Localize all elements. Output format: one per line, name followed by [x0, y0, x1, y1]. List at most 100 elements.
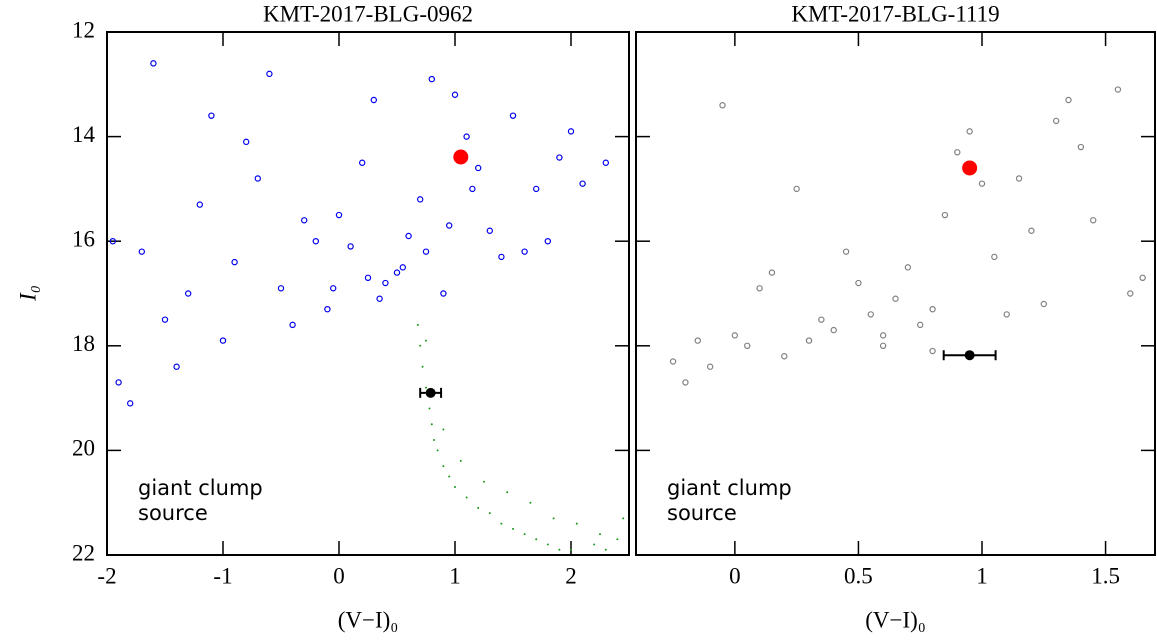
- star-point: [184, 290, 192, 297]
- star-point: [301, 217, 308, 224]
- y-tick-label: 16: [72, 226, 95, 251]
- star-dot: [512, 527, 514, 530]
- legend-entry: giant clump: [667, 476, 792, 500]
- star-dot: [604, 548, 607, 551]
- star-point: [768, 269, 776, 276]
- star-dot: [448, 475, 451, 478]
- star-point: [941, 211, 949, 219]
- star-point: [544, 237, 552, 245]
- star-point: [1127, 290, 1134, 297]
- star-dot: [428, 407, 431, 410]
- star-dot: [546, 543, 549, 546]
- x-tick-label: 0: [729, 563, 741, 588]
- star-point: [892, 295, 899, 302]
- star-point: [393, 269, 401, 276]
- star-dot: [459, 459, 462, 462]
- star-point: [1139, 274, 1146, 282]
- star-point: [428, 75, 435, 83]
- star-point: [266, 70, 273, 78]
- plot-frame: [106, 31, 630, 556]
- star-dot: [552, 517, 555, 520]
- star-point: [475, 164, 482, 172]
- star-point: [173, 363, 180, 370]
- star-dot: [425, 386, 427, 389]
- star-dot: [535, 538, 538, 541]
- star-point: [579, 180, 586, 187]
- star-point: [347, 243, 354, 250]
- star-dot: [570, 548, 572, 551]
- star-dot: [425, 339, 427, 342]
- y-axis-label: I₀: [15, 285, 40, 302]
- star-point: [719, 102, 726, 109]
- star-dot: [506, 491, 509, 494]
- y-tick-label: 18: [72, 331, 95, 356]
- star-dot: [575, 522, 578, 525]
- marker-point: [964, 350, 975, 361]
- panel-title: KMT-2017-BLG-1119: [791, 1, 999, 26]
- star-point: [1077, 143, 1085, 151]
- star-point: [842, 248, 850, 255]
- x-tick-label: 1.5: [1091, 563, 1120, 588]
- star-point: [399, 264, 406, 271]
- star-point: [966, 128, 973, 135]
- star-point: [1028, 227, 1035, 234]
- x-tick-label: 0.5: [844, 563, 873, 588]
- star-dot: [488, 512, 491, 515]
- star-point: [486, 227, 493, 234]
- star-point: [867, 311, 874, 318]
- legend-entry: source: [667, 501, 737, 525]
- star-point: [370, 96, 377, 104]
- marker-point: [962, 160, 978, 176]
- star-dot: [436, 449, 439, 452]
- star-point: [879, 342, 887, 349]
- star-point: [417, 196, 424, 203]
- star-point: [669, 358, 677, 365]
- star-point: [805, 337, 813, 344]
- star-point: [509, 112, 517, 119]
- star-point: [208, 112, 215, 119]
- star-point: [1040, 300, 1047, 308]
- star-point: [330, 285, 337, 292]
- star-point: [1015, 175, 1023, 182]
- star-point: [150, 60, 157, 67]
- x-tick-label: 0: [333, 563, 345, 588]
- star-point: [359, 159, 366, 166]
- star-point: [991, 253, 998, 261]
- star-point: [929, 347, 936, 355]
- star-dot: [442, 428, 445, 431]
- x-axis-label: (V−I)₀: [865, 607, 926, 632]
- star-point: [115, 379, 122, 386]
- star-point: [219, 337, 227, 344]
- star-dot: [477, 506, 480, 509]
- star-point: [793, 185, 800, 193]
- star-point: [567, 128, 575, 135]
- star-dot: [433, 438, 436, 441]
- star-dot: [523, 533, 526, 536]
- x-tick-label: 1: [449, 563, 461, 588]
- star-point: [1065, 96, 1072, 104]
- star-point: [1090, 217, 1097, 224]
- star-dot: [529, 501, 532, 504]
- star-point: [781, 353, 788, 360]
- star-point: [533, 185, 540, 193]
- star-dot: [465, 496, 468, 499]
- star-point: [469, 185, 476, 193]
- star-point: [1114, 86, 1122, 93]
- star-point: [978, 180, 986, 187]
- star-point: [242, 138, 250, 146]
- x-tick-label: 2: [565, 563, 577, 588]
- star-point: [498, 253, 505, 261]
- star-dot: [442, 465, 445, 468]
- star-dot: [421, 365, 424, 368]
- star-point: [879, 332, 887, 339]
- star-point: [830, 326, 837, 334]
- marker-point: [453, 149, 469, 165]
- star-point: [161, 316, 169, 323]
- star-dot: [500, 522, 503, 525]
- star-point: [335, 211, 343, 219]
- legend-entry: giant clump: [138, 476, 263, 500]
- star-dot: [558, 548, 561, 551]
- star-point: [451, 91, 459, 98]
- x-tick-label: 1: [976, 563, 988, 588]
- star-point: [422, 248, 430, 255]
